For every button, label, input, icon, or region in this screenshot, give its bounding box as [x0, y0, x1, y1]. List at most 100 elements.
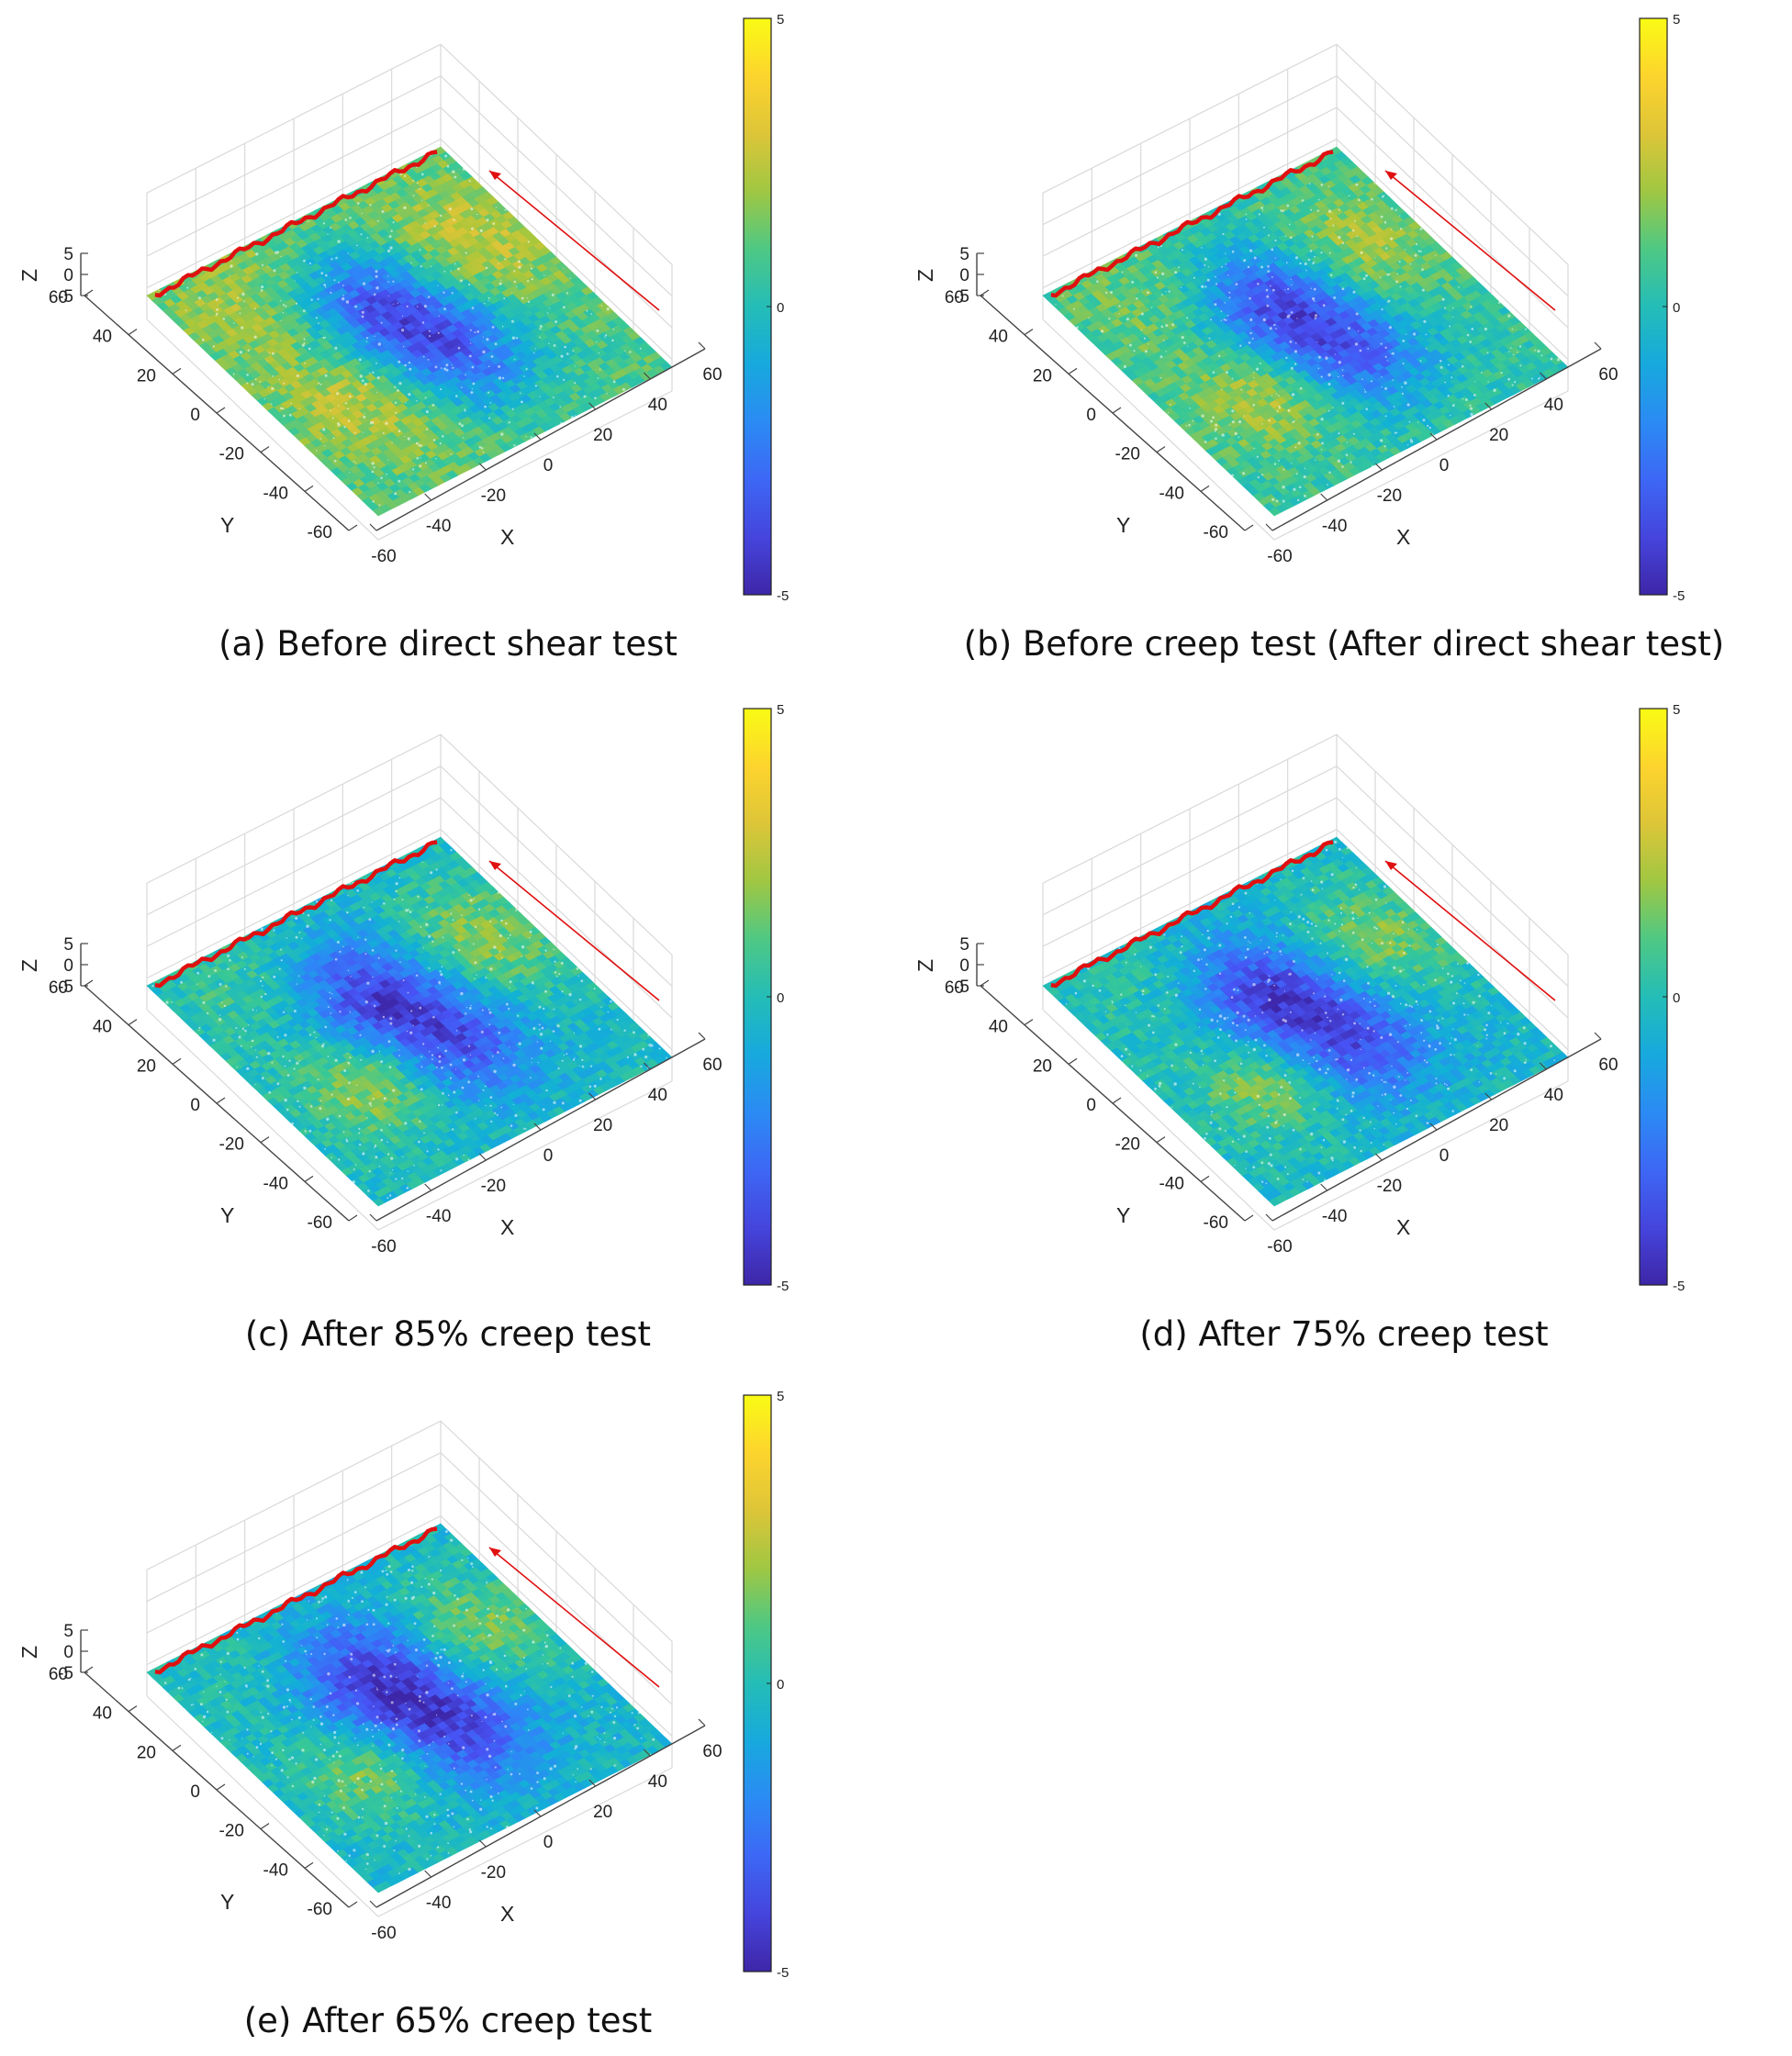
texture-dot [1387, 360, 1388, 361]
texture-dot [1314, 288, 1316, 291]
y-tick-label: 0 [1086, 406, 1096, 425]
texture-dot [1309, 183, 1311, 184]
texture-dot [1256, 368, 1259, 371]
texture-dot [435, 458, 437, 460]
texture-dot [1280, 209, 1282, 212]
texture-dot [1136, 297, 1137, 299]
texture-dot [1297, 499, 1299, 501]
texture-dot [1410, 263, 1412, 265]
texture-dot [345, 402, 347, 404]
texture-dot [469, 180, 471, 182]
texture-dot [483, 452, 485, 453]
texture-dot [1330, 218, 1332, 219]
texture-dot [360, 374, 363, 377]
y-tick-label: -40 [263, 484, 288, 503]
texture-dot [402, 316, 403, 317]
texture-dot [442, 292, 444, 294]
texture-dot [264, 398, 265, 399]
texture-dot [1268, 419, 1270, 421]
texture-dot [281, 320, 282, 321]
texture-dot [262, 264, 263, 266]
texture-dot [316, 450, 318, 452]
texture-dot [1189, 408, 1191, 409]
texture-dot [1355, 342, 1358, 345]
texture-dot [1327, 374, 1330, 376]
texture-dot [1471, 328, 1473, 330]
texture-dot [1385, 247, 1387, 249]
x-tick-label: -40 [1322, 517, 1347, 536]
texture-dot [1122, 272, 1124, 274]
texture-dot [416, 442, 419, 445]
texture-dot [511, 320, 514, 323]
colorbar-tick-label: -5 [1673, 588, 1685, 604]
texture-dot [1284, 289, 1285, 290]
texture-dot [426, 410, 429, 413]
texture-dot [1266, 289, 1269, 292]
texture-dot [393, 304, 394, 305]
texture-dot [484, 303, 485, 304]
texture-dot [1231, 409, 1234, 412]
texture-dot [1342, 369, 1344, 371]
texture-dot [1389, 326, 1392, 329]
texture-dot [492, 326, 495, 329]
texture-dot [1385, 415, 1387, 417]
texture-dot [1429, 427, 1431, 429]
texture-dot [564, 346, 566, 349]
texture-dot [1374, 183, 1375, 184]
texture-dot [1131, 281, 1134, 284]
texture-dot [1323, 304, 1326, 307]
texture-dot [1285, 357, 1287, 359]
texture-dot [304, 363, 306, 364]
texture-dot [1257, 456, 1259, 458]
texture-dot [261, 285, 263, 288]
texture-dot [254, 336, 257, 339]
texture-dot [412, 180, 414, 182]
texture-dot [471, 228, 474, 230]
texture-dot [1385, 356, 1387, 358]
texture-dot [409, 362, 410, 363]
texture-dot [454, 176, 457, 179]
texture-dot [1292, 393, 1294, 396]
texture-dot [1365, 274, 1368, 277]
texture-dot [1275, 393, 1277, 395]
texture-dot [370, 204, 372, 206]
z-axis-label: Z [17, 269, 41, 282]
texture-dot [530, 265, 531, 266]
texture-dot [325, 274, 328, 277]
texture-dot [535, 348, 536, 349]
texture-dot [449, 207, 452, 210]
texture-dot [1119, 305, 1121, 307]
texture-dot [1129, 344, 1132, 347]
texture-dot [1380, 276, 1382, 278]
texture-dot [1275, 328, 1277, 330]
texture-dot [1293, 488, 1295, 491]
texture-dot [158, 290, 159, 291]
texture-dot [1291, 367, 1294, 370]
texture-dot [1161, 273, 1164, 275]
texture-dot [1299, 486, 1302, 489]
texture-dot [1338, 236, 1340, 239]
texture-dot [1346, 453, 1349, 456]
texture-dot [1170, 404, 1171, 406]
texture-dot [1417, 422, 1418, 423]
texture-dot [318, 383, 319, 385]
texture-dot [1400, 285, 1402, 287]
texture-dot [1363, 277, 1366, 280]
texture-dot [377, 220, 379, 222]
texture-dot [366, 341, 368, 342]
texture-dot [472, 388, 473, 389]
texture-dot [1519, 364, 1521, 366]
texture-dot [272, 352, 274, 355]
texture-dot [1364, 391, 1366, 393]
texture-dot [1421, 268, 1424, 271]
texture-dot [440, 388, 442, 390]
texture-dot [432, 404, 435, 407]
texture-dot [1222, 233, 1224, 235]
texture-dot [202, 339, 205, 341]
texture-dot [1262, 209, 1263, 210]
texture-dot [535, 385, 537, 386]
texture-dot [1229, 296, 1231, 298]
texture-dot [353, 461, 355, 463]
texture-dot [1253, 372, 1254, 373]
